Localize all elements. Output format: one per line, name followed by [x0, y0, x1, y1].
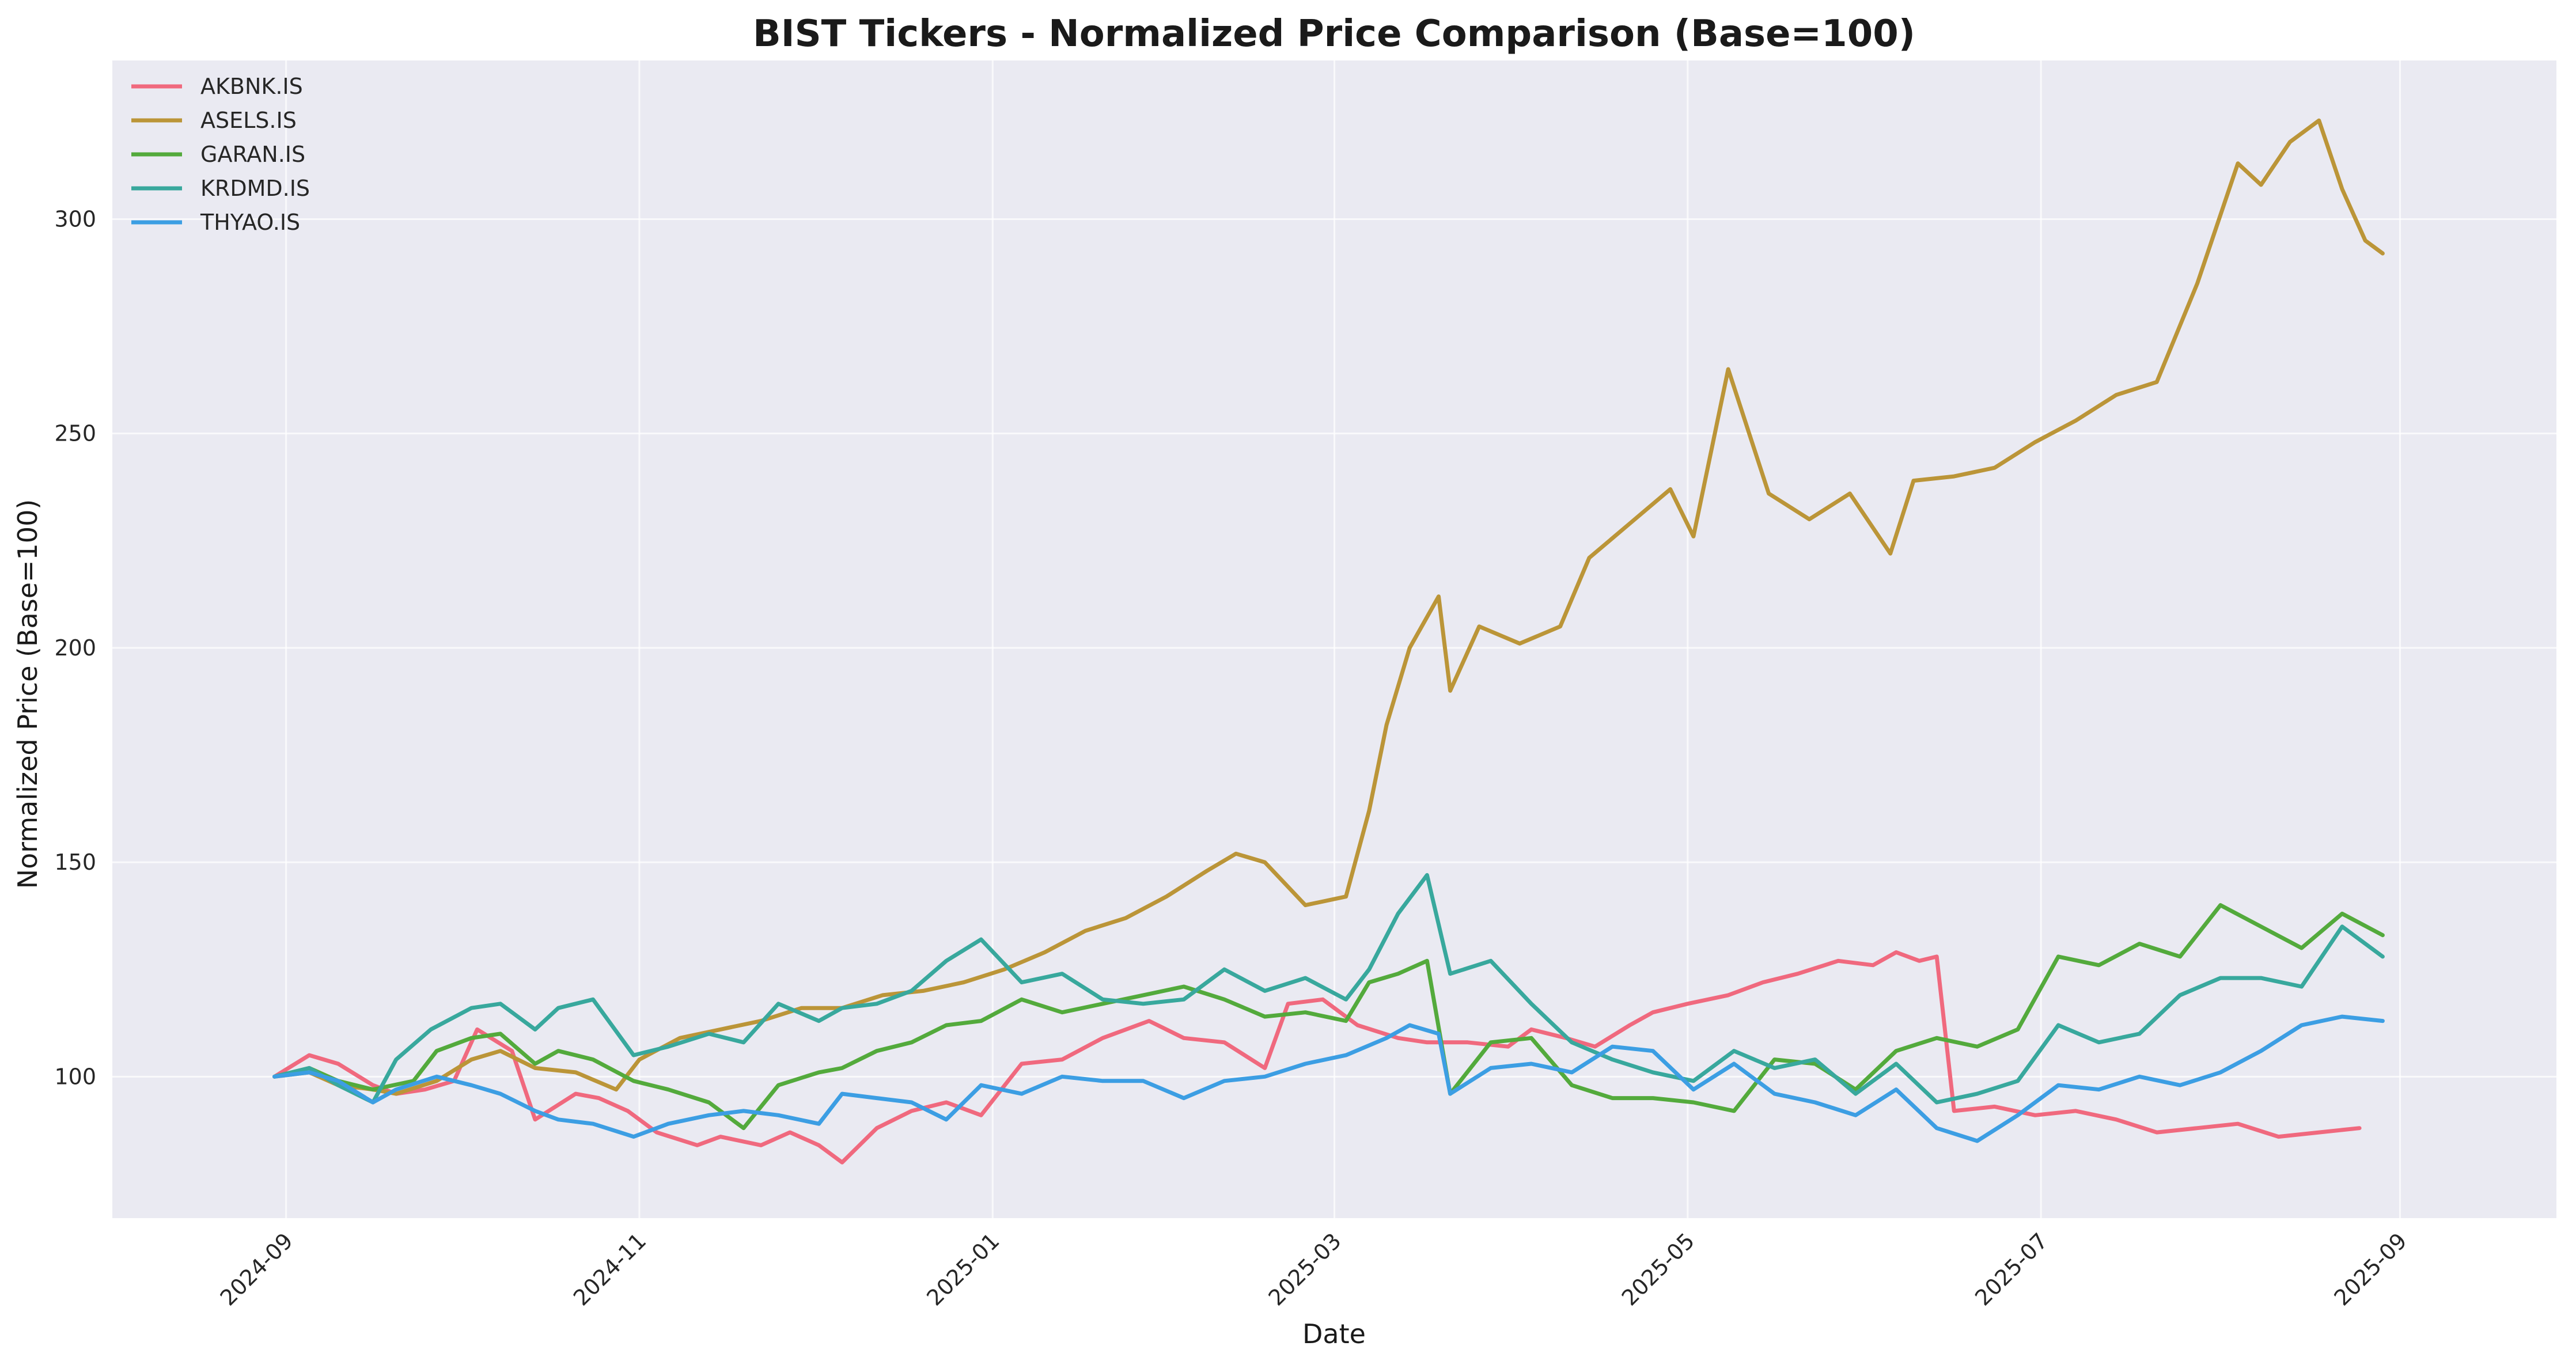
series-line-thyao-is [272, 1014, 2385, 1143]
legend-label: KRDMD.IS [200, 176, 310, 201]
legend-label: GARAN.IS [200, 142, 305, 167]
y-axis-label: Normalized Price (Base=100) [12, 499, 43, 889]
series-line-asels-is [272, 118, 2385, 1096]
legend-label: THYAO.IS [200, 210, 300, 235]
legend-label: AKBNK.IS [200, 74, 303, 99]
legend: AKBNK.IS ASELS.IS GARAN.IS KRDMD.IS THYAO.IS [131, 74, 310, 235]
grid [112, 60, 2556, 1218]
y-tick-label: 300 [54, 206, 96, 232]
y-tick-label: 100 [54, 1064, 96, 1089]
legend-item: KRDMD.IS [131, 176, 310, 201]
y-axis-ticks: 100 150 200 250 300 [54, 206, 96, 1089]
legend-item: GARAN.IS [131, 142, 305, 167]
series-lines [272, 118, 2385, 1165]
series-line-krdmd-is [272, 873, 2385, 1105]
legend-item: THYAO.IS [131, 210, 300, 235]
legend-label: ASELS.IS [200, 108, 297, 133]
series-line-akbnk-is [272, 950, 2362, 1165]
y-tick-label: 150 [54, 850, 96, 875]
legend-item: AKBNK.IS [131, 74, 303, 99]
series-line-garan-is [272, 903, 2385, 1131]
x-axis-label: Date [1302, 1318, 1366, 1349]
y-tick-label: 200 [54, 635, 96, 661]
legend-item: ASELS.IS [131, 108, 297, 133]
chart-title: BIST Tickers - Normalized Price Comparis… [753, 13, 1915, 55]
y-tick-label: 250 [54, 421, 96, 446]
